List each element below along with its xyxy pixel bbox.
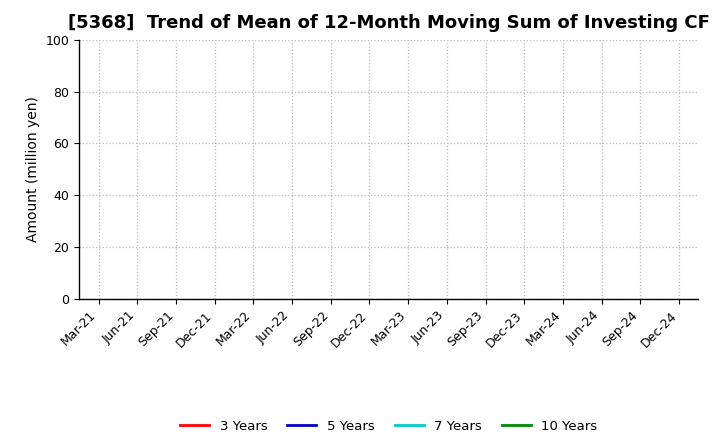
Title: [5368]  Trend of Mean of 12-Month Moving Sum of Investing CF: [5368] Trend of Mean of 12-Month Moving … bbox=[68, 15, 710, 33]
Legend: 3 Years, 5 Years, 7 Years, 10 Years: 3 Years, 5 Years, 7 Years, 10 Years bbox=[175, 415, 603, 438]
Y-axis label: Amount (million yen): Amount (million yen) bbox=[26, 96, 40, 242]
